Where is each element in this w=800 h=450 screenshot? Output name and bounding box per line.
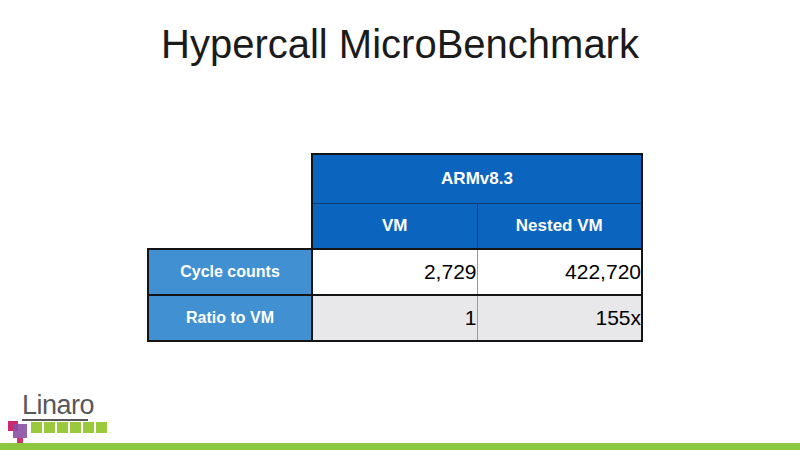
column-header-vm: VM [312, 204, 477, 250]
cell-cycle-counts-vm: 2,729 [312, 249, 477, 295]
empty-cell [148, 204, 312, 250]
column-header-nested-vm: Nested VM [477, 204, 642, 250]
row-label-cycle-counts: Cycle counts [148, 249, 312, 295]
footer-green-bar [0, 443, 800, 450]
logo-underline [22, 419, 88, 421]
linaro-logo-text: Linaro [22, 390, 94, 421]
slide: Hypercall MicroBenchmark ARMv8.3 VM Nest… [0, 0, 800, 450]
table-row-group-header: ARMv8.3 [148, 154, 642, 204]
column-group-header: ARMv8.3 [312, 154, 642, 204]
table-row-column-headers: VM Nested VM [148, 204, 642, 250]
logo-green-squares-icon [31, 422, 107, 433]
logo-green-square-icon [57, 422, 68, 433]
logo-purple-square-icon [13, 424, 27, 438]
table-row-cycle-counts: Cycle counts 2,729 422,720 [148, 249, 642, 295]
logo-green-square-icon [31, 422, 42, 433]
page-title: Hypercall MicroBenchmark [0, 22, 800, 67]
table-row-ratio-to-vm: Ratio to VM 1 155x [148, 295, 642, 341]
logo-green-square-icon [44, 422, 55, 433]
logo-green-square-icon [96, 422, 107, 433]
benchmark-table: ARMv8.3 VM Nested VM Cycle counts 2,729 … [147, 153, 643, 342]
cell-cycle-counts-nested-vm: 422,720 [477, 249, 642, 295]
row-label-ratio-to-vm: Ratio to VM [148, 295, 312, 341]
empty-cell [148, 154, 312, 204]
linaro-logo: Linaro [0, 388, 130, 446]
logo-green-square-icon [70, 422, 81, 433]
cell-ratio-vm: 1 [312, 295, 477, 341]
cell-ratio-nested-vm: 155x [477, 295, 642, 341]
logo-green-square-icon [83, 422, 94, 433]
